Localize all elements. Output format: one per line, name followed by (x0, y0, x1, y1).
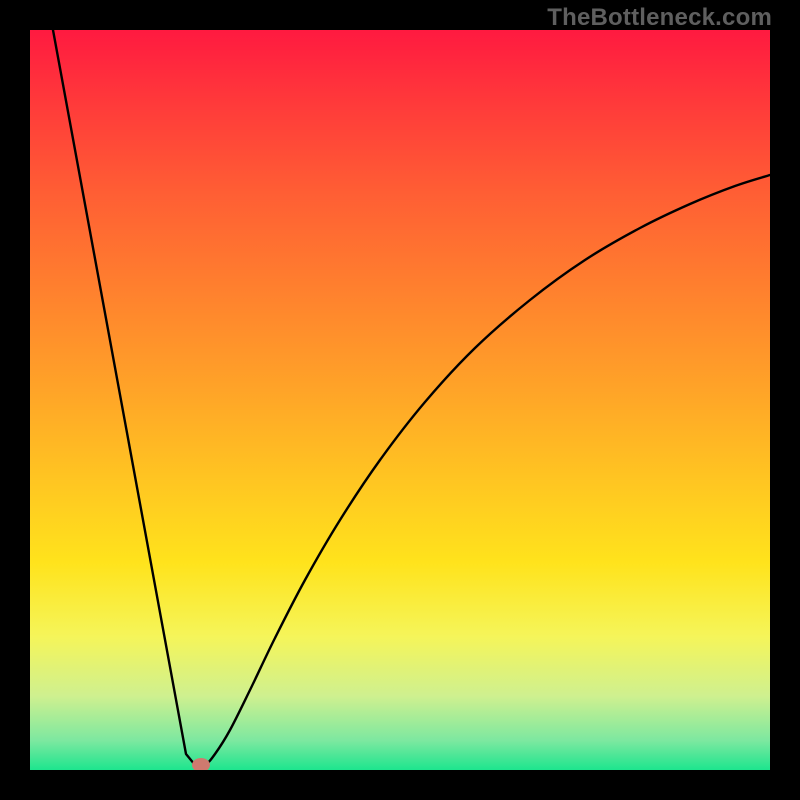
watermark-text: TheBottleneck.com (547, 4, 772, 32)
chart-stage: TheBottleneck.com (0, 0, 800, 800)
chart-svg (0, 0, 800, 800)
plot-background-gradient (30, 30, 770, 770)
plot-area (30, 30, 770, 772)
minimum-marker (192, 758, 210, 772)
